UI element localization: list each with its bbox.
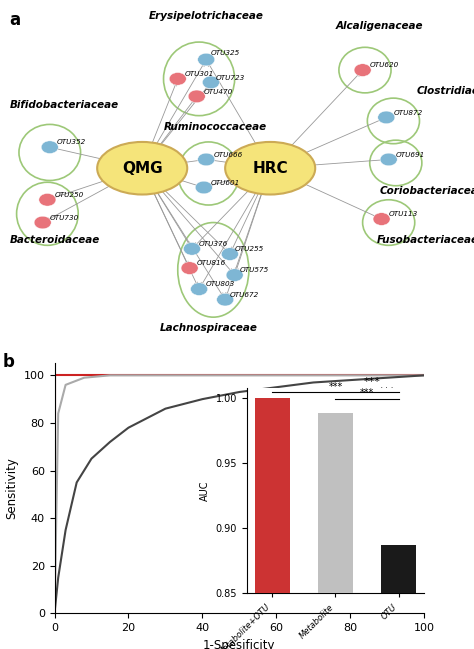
- Circle shape: [380, 153, 397, 165]
- Circle shape: [39, 193, 56, 206]
- Text: a: a: [9, 10, 20, 29]
- Circle shape: [34, 216, 51, 229]
- Circle shape: [191, 283, 208, 295]
- Circle shape: [202, 76, 219, 89]
- Text: Coriobacteriaceae: Coriobacteriaceae: [379, 186, 474, 196]
- Text: OTU672: OTU672: [230, 292, 259, 298]
- Text: OTU575: OTU575: [239, 267, 269, 273]
- Circle shape: [195, 181, 212, 194]
- Text: Erysipelotrichaceae: Erysipelotrichaceae: [149, 11, 264, 21]
- Circle shape: [183, 243, 201, 255]
- Text: ***: ***: [364, 377, 381, 387]
- Text: Lachnospiraceae: Lachnospiraceae: [160, 323, 257, 333]
- X-axis label: 1-Spesificity: 1-Spesificity: [203, 639, 275, 649]
- Ellipse shape: [225, 142, 315, 195]
- Text: OTU376: OTU376: [199, 241, 228, 247]
- Circle shape: [226, 269, 243, 282]
- Circle shape: [188, 90, 205, 103]
- Text: OTU691: OTU691: [396, 152, 425, 158]
- Circle shape: [378, 111, 395, 124]
- Text: OTU620: OTU620: [370, 62, 399, 68]
- Text: OTU730: OTU730: [50, 215, 79, 221]
- Text: OTU113: OTU113: [389, 212, 418, 217]
- Text: OTU723: OTU723: [216, 75, 245, 80]
- Text: OTU352: OTU352: [57, 140, 86, 145]
- Circle shape: [217, 293, 234, 306]
- Text: ***: ***: [379, 387, 396, 397]
- Text: b: b: [3, 354, 15, 371]
- Text: Bifidobacteriaceae: Bifidobacteriaceae: [9, 100, 119, 110]
- Text: OTU601: OTU601: [211, 180, 240, 186]
- Circle shape: [221, 248, 238, 260]
- Text: QMG: QMG: [122, 161, 163, 176]
- Circle shape: [354, 64, 371, 77]
- Circle shape: [373, 213, 390, 225]
- Text: OTU301: OTU301: [185, 71, 214, 77]
- Circle shape: [169, 73, 186, 85]
- Text: OTU666: OTU666: [213, 152, 243, 158]
- Text: OTU250: OTU250: [55, 192, 84, 198]
- Circle shape: [198, 53, 215, 66]
- Text: OTU255: OTU255: [235, 247, 264, 252]
- Text: OTU803: OTU803: [206, 282, 236, 288]
- Text: OTU470: OTU470: [204, 89, 233, 95]
- Circle shape: [181, 262, 198, 275]
- Circle shape: [41, 141, 58, 154]
- Text: Fusobacteriaceae: Fusobacteriaceae: [377, 235, 474, 245]
- Text: Ruminococcaceae: Ruminococcaceae: [164, 122, 267, 132]
- Text: Clostridiaceae_1: Clostridiaceae_1: [417, 86, 474, 96]
- Text: Bacteroidaceae: Bacteroidaceae: [9, 235, 100, 245]
- Text: HRC: HRC: [252, 161, 288, 176]
- Text: OTU816: OTU816: [197, 260, 226, 266]
- Ellipse shape: [97, 142, 187, 195]
- Text: OTU325: OTU325: [211, 50, 240, 56]
- Circle shape: [198, 153, 215, 165]
- Text: Alcaligenaceae: Alcaligenaceae: [336, 21, 423, 31]
- Y-axis label: Sensitivity: Sensitivity: [5, 458, 18, 519]
- Text: OTU872: OTU872: [393, 110, 423, 116]
